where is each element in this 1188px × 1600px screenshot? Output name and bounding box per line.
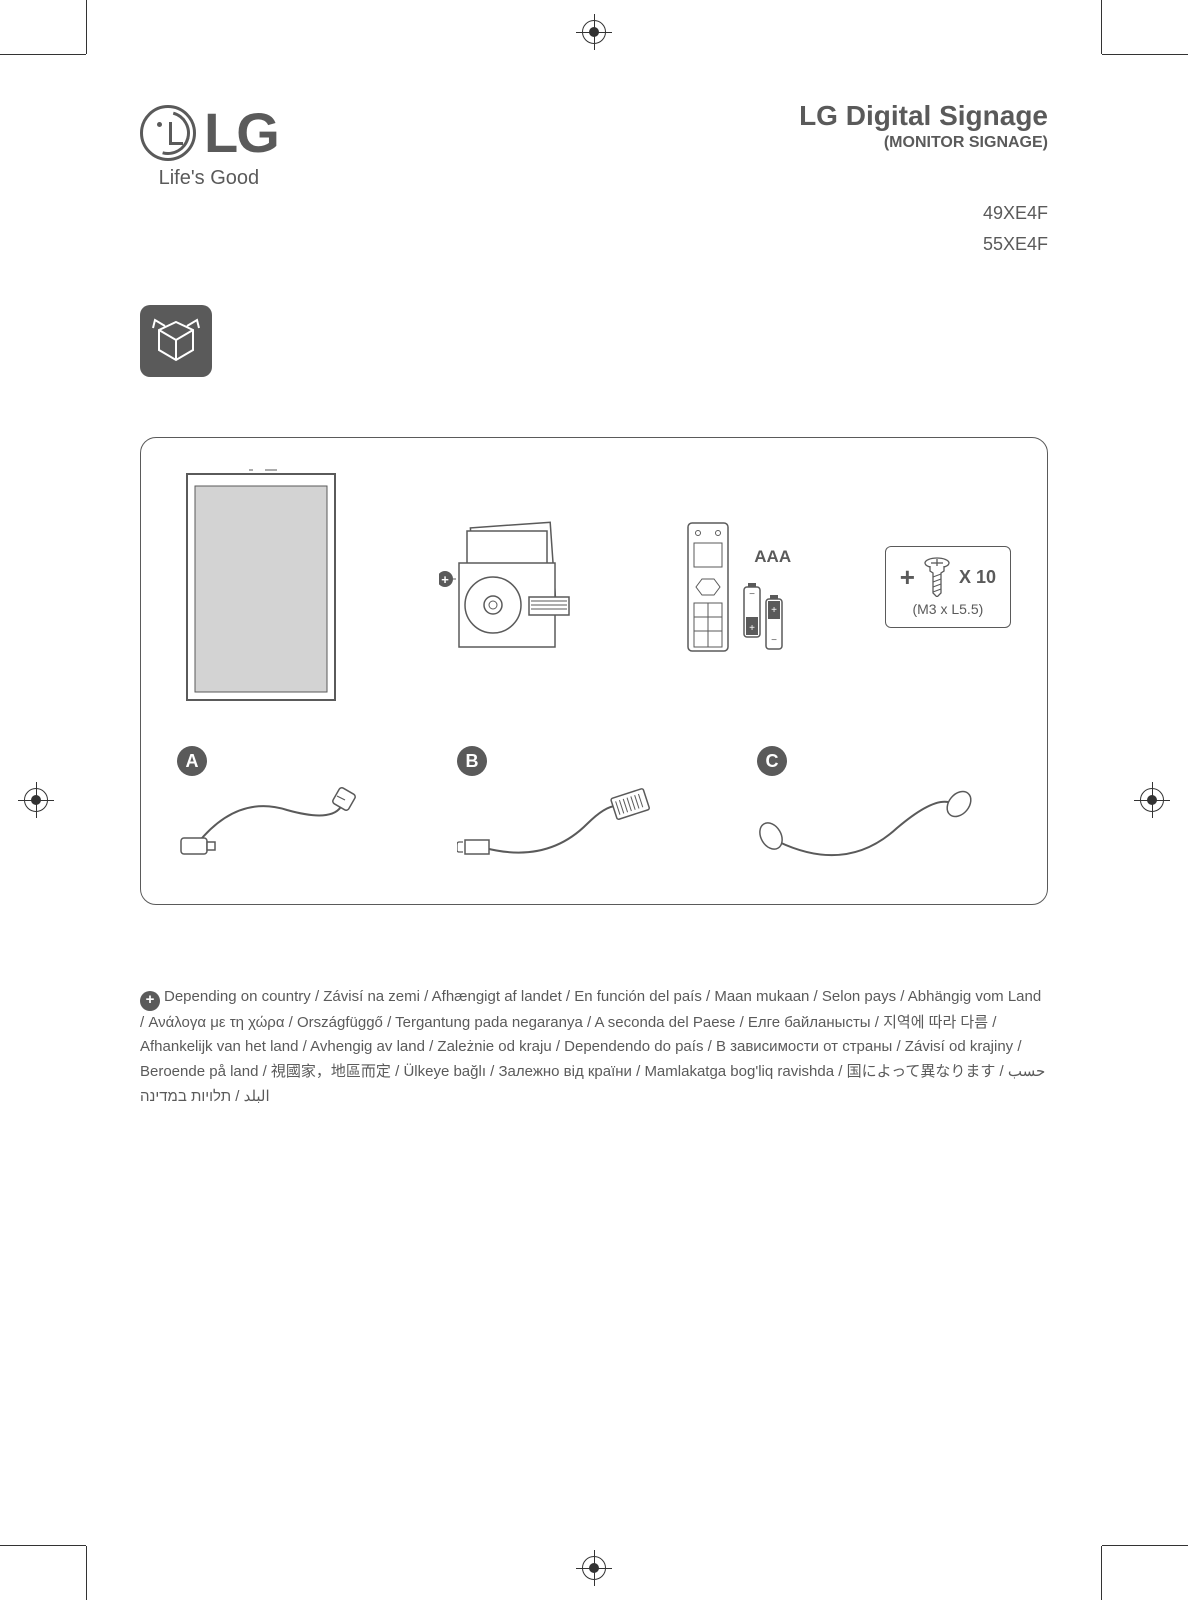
page-subtitle: (MONITOR SIGNAGE) [799,134,1048,152]
svg-text:+: + [749,623,755,634]
crop-mark [0,54,86,55]
crop-mark [1101,0,1102,54]
signal-cable-icon [757,784,977,864]
badge-b: B [457,746,487,776]
registration-mark-icon [1140,788,1164,812]
crop-mark [86,1546,87,1600]
screws-box: + X 10 (M3 x L5.5) [885,546,1011,628]
svg-text:−: − [771,635,777,646]
box-contents-panel: + [140,437,1048,905]
logo-tagline: Life's Good [159,167,260,190]
lg-logo: LG Life's Good [140,100,278,190]
cd-manual-icon: + [439,517,589,657]
crop-mark [1102,1545,1188,1546]
registration-mark-icon [24,788,48,812]
svg-text:+: + [771,605,777,616]
badge-a: A [177,746,207,776]
crop-mark [86,0,87,54]
page-content: LG Life's Good LG Digital Signage (MONIT… [140,100,1048,1110]
screw-spec-label: (M3 x L5.5) [900,601,996,617]
footnote-text: Depending on country / Závisí na zemi / … [140,988,1045,1105]
footnote: +Depending on country / Závisí na zemi /… [140,985,1048,1109]
hdmi-cable-icon [457,784,657,864]
registration-mark-icon [582,20,606,44]
screw-qty-label: X 10 [959,567,996,588]
cable-c: C [757,746,977,864]
crop-mark [0,1545,86,1546]
plus-circle-icon: + [140,991,160,1011]
cable-b: B [457,746,657,864]
logo-brand-text: LG [204,100,278,165]
cable-a: A [177,746,357,864]
svg-text:+: + [441,572,449,587]
model-number: 55XE4F [799,229,1048,260]
screw-icon [923,557,951,597]
model-number: 49XE4F [799,198,1048,229]
crop-mark [1101,1546,1102,1600]
page-title: LG Digital Signage [799,100,1048,132]
crop-mark [1102,54,1188,55]
lg-face-icon [140,105,196,161]
remote-batteries-icon: − + + − AAA [682,517,791,657]
svg-text:−: − [749,589,755,600]
monitor-icon [177,468,345,706]
registration-mark-icon [582,1556,606,1580]
battery-type-label: AAA [754,547,791,567]
title-block: LG Digital Signage (MONITOR SIGNAGE) 49X… [799,100,1048,259]
power-cable-icon [177,784,357,864]
plus-icon: + [900,562,915,593]
unbox-icon [140,305,212,377]
header: LG Life's Good LG Digital Signage (MONIT… [140,100,1048,259]
model-list: 49XE4F 55XE4F [799,198,1048,259]
badge-c: C [757,746,787,776]
